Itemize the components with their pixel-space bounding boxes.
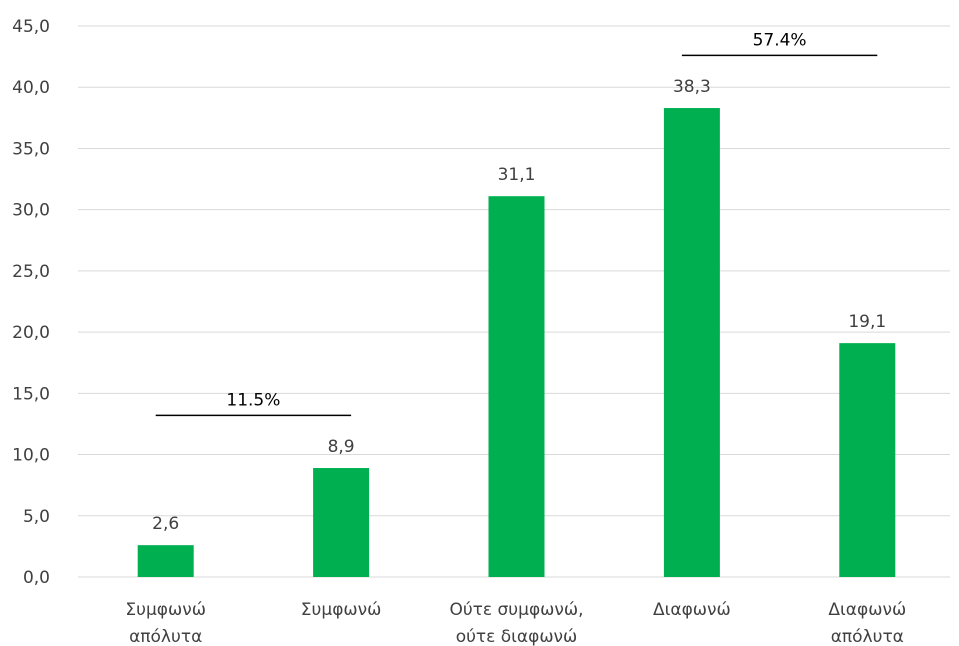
- x-category-label-line: ούτε διαφωνώ: [456, 627, 578, 646]
- y-axis-tick-labels: 0,0 5,0 10,0 15,0 20,0 25,0 30,0 35,0 40,0 45,0: [12, 17, 50, 588]
- bar: [839, 343, 896, 577]
- x-category-label: Συμφωνώ: [301, 600, 382, 620]
- x-category-label-line: Διαφωνώ: [828, 600, 906, 620]
- x-category-label-line: Ούτε συμφωνώ,: [449, 600, 583, 620]
- data-label: 19,1: [848, 312, 886, 332]
- x-category-label-line: απόλυτα: [129, 627, 202, 646]
- x-category-label-line: Συμφωνώ: [125, 600, 206, 620]
- y-tick-label: 30,0: [12, 201, 50, 221]
- y-tick-label: 5,0: [23, 507, 50, 527]
- y-tick-label: 40,0: [12, 78, 50, 98]
- x-axis-category-labels: Συμφωνώ απόλυτα Συμφωνώ Ούτε συμφωνώ, ούτε δ…: [125, 600, 906, 646]
- bar: [663, 108, 720, 577]
- x-category-label: Διαφωνώ: [653, 600, 731, 620]
- x-category-label-line: Διαφωνώ: [653, 600, 731, 620]
- y-tick-label: 25,0: [12, 262, 50, 282]
- annotations: 11.5% 57.4%: [155, 30, 878, 417]
- data-labels: 2,6 8,9 31,1 38,3 19,1: [152, 77, 886, 534]
- data-label: 2,6: [152, 514, 179, 534]
- y-tick-label: 15,0: [12, 384, 50, 404]
- data-label: 31,1: [498, 165, 536, 185]
- bar: [313, 468, 370, 577]
- x-category-label-line: απόλυτα: [831, 627, 904, 646]
- x-category-label: Συμφωνώ απόλυτα: [125, 600, 206, 646]
- annotation-label: 11.5%: [226, 390, 280, 410]
- y-tick-label: 0,0: [23, 568, 50, 588]
- y-tick-label: 20,0: [12, 323, 50, 343]
- data-label: 38,3: [673, 77, 711, 97]
- bars: [137, 108, 896, 577]
- data-label: 8,9: [328, 437, 355, 457]
- y-tick-label: 35,0: [12, 139, 50, 159]
- x-category-label-line: Συμφωνώ: [301, 600, 382, 620]
- x-category-label: Διαφωνώ απόλυτα: [828, 600, 906, 646]
- bar: [488, 196, 545, 577]
- y-tick-label: 10,0: [12, 446, 50, 466]
- x-category-label: Ούτε συμφωνώ, ούτε διαφωνώ: [449, 600, 583, 646]
- y-tick-label: 45,0: [12, 17, 50, 37]
- annotation-label: 57.4%: [753, 30, 807, 50]
- bar: [137, 545, 194, 577]
